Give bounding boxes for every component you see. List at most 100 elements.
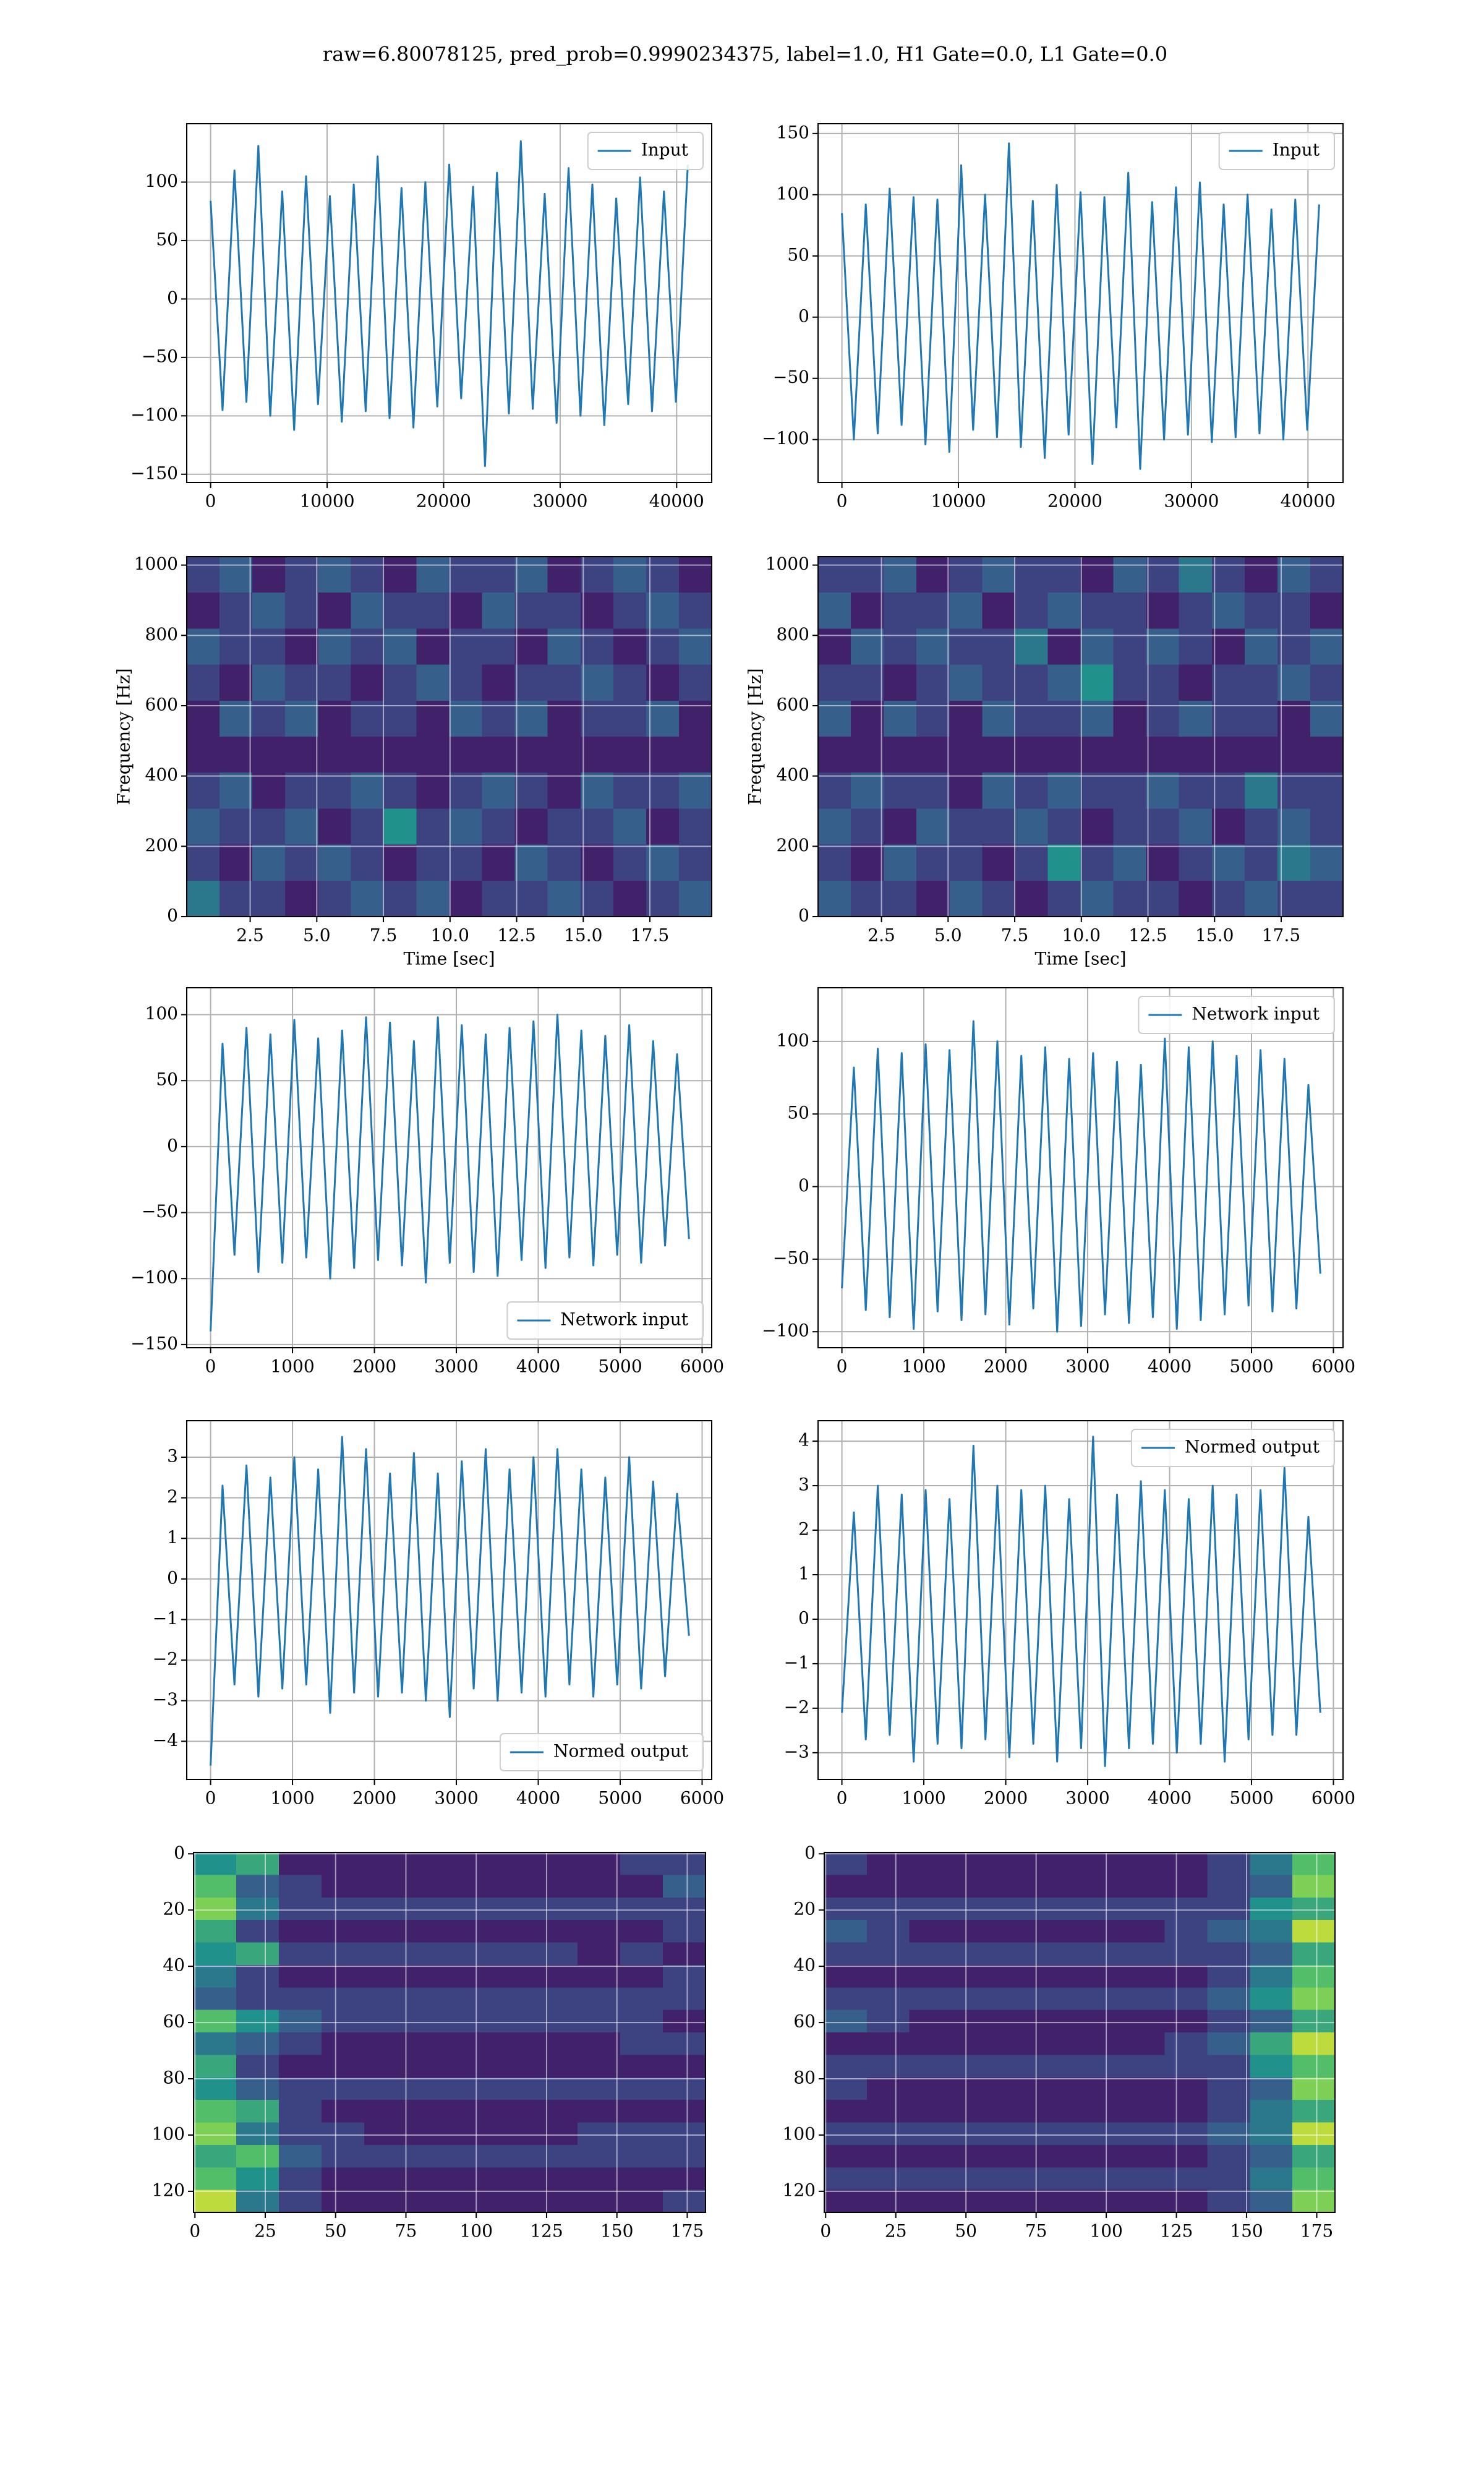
x-tick-label: 3000: [1065, 1356, 1109, 1377]
y-tick-label: −1: [784, 1652, 809, 1672]
heatmap-cell: [450, 2077, 493, 2100]
heatmap-cell: [952, 2032, 995, 2055]
heatmap-cell: [1244, 700, 1278, 737]
heatmap-cell: [909, 1852, 953, 1875]
heatmap-cell: [187, 700, 220, 737]
heatmap-cell: [236, 2055, 279, 2078]
heatmap-cell: [383, 593, 417, 629]
y-axis-label: Frequency [Hz]: [745, 668, 765, 805]
heatmap-cell: [364, 1897, 407, 1920]
heatmap-cell: [646, 880, 680, 917]
heatmap-cell: [1122, 1964, 1166, 1988]
heatmap-cell: [416, 773, 450, 809]
heatmap-cell: [952, 2167, 995, 2191]
x-tick-label: 0: [837, 1356, 848, 1377]
heatmap-cell: [1080, 2010, 1123, 2033]
x-tick-label: 75: [395, 2221, 417, 2241]
heatmap-cell: [1179, 844, 1213, 881]
heatmap-cell: [1080, 2077, 1123, 2100]
heatmap-cell: [450, 1942, 493, 1966]
heatmap-cell: [416, 628, 450, 666]
heatmap-cell: [1292, 1964, 1336, 1988]
heatmap-cell: [613, 593, 647, 629]
heatmap-cell: [1122, 1875, 1166, 1898]
heatmap-cell: [1310, 808, 1344, 845]
heatmap-cell: [1292, 2032, 1336, 2055]
heatmap-cell: [364, 2167, 407, 2191]
heatmap-cell: [1244, 664, 1278, 701]
x-tick-label: 20000: [416, 491, 471, 511]
x-tick-label: 2.5: [236, 925, 264, 946]
heatmap-cell: [1179, 664, 1213, 701]
x-tick-label: 15.0: [564, 925, 602, 946]
heatmap-cell: [407, 1987, 450, 2011]
heatmap-cell: [866, 1920, 910, 1943]
heatmap-cell: [492, 2100, 535, 2123]
heatmap-cell: [279, 2055, 322, 2078]
heatmap-cell: [1207, 2077, 1250, 2100]
heatmap-cell: [1310, 773, 1344, 809]
heatmap-cell: [450, 2189, 493, 2213]
legend-box: [1138, 996, 1335, 1034]
heatmap-cell: [952, 1942, 995, 1966]
heatmap-cell: [1113, 593, 1147, 629]
heatmap-cell: [285, 700, 318, 737]
heatmap-cell: [1037, 1987, 1080, 2011]
heatmap-cell: [236, 1964, 279, 1988]
x-tick-label: 75: [1025, 2221, 1047, 2241]
x-axis-label: Time [sec]: [1034, 949, 1126, 969]
heatmap-cell: [578, 2055, 621, 2078]
axes-frame: [817, 556, 1344, 917]
heatmap-cell: [383, 628, 417, 666]
subplot: 0 10000 20000 30000 40000 −150 −100 −50 0 50 100 In…: [130, 123, 712, 511]
heatmap-cell: [663, 2055, 706, 2078]
heatmap-cell: [952, 2077, 995, 2100]
heatmap-cell: [547, 737, 581, 773]
heatmap-cell: [818, 700, 851, 737]
heatmap-cell: [236, 2032, 279, 2055]
heatmap-cell: [322, 1987, 365, 2011]
heatmap-cell: [916, 773, 950, 809]
y-tick-label: 100: [777, 183, 809, 203]
heatmap-cell: [1292, 1987, 1336, 2011]
y-tick-label: −50: [142, 1201, 178, 1222]
heatmap-cell: [1207, 1964, 1250, 1988]
heatmap-cell: [450, 2144, 493, 2168]
heatmap-cell: [620, 2010, 663, 2033]
heatmap-cell: [351, 808, 384, 845]
x-tick-label: 175: [671, 2221, 704, 2241]
heatmap-cell: [364, 1875, 407, 1898]
heatmap-cell: [1292, 1942, 1336, 1966]
heatmap-cell: [952, 1875, 995, 1898]
y-axis-label: Frequency [Hz]: [114, 668, 134, 805]
heatmap-cell: [220, 593, 253, 629]
y-tick-label: 200: [145, 835, 178, 855]
heatmap-cell: [1146, 593, 1180, 629]
heatmap-cell: [952, 2144, 995, 2168]
heatmap-cell: [194, 1942, 237, 1966]
heatmap-cell: [1015, 557, 1049, 593]
x-tick-label: 125: [1160, 2221, 1193, 2241]
x-tick-label: 20000: [1047, 491, 1102, 511]
heatmap-cell: [318, 700, 351, 737]
heatmap-cell: [952, 2189, 995, 2213]
x-tick-label: 2000: [352, 1356, 396, 1377]
heatmap-cell: [949, 880, 983, 917]
heatmap-cell: [909, 2100, 953, 2123]
heatmap-cell: [285, 880, 318, 917]
heatmap-cell: [407, 2189, 450, 2213]
heatmap-cell: [663, 2077, 706, 2100]
heatmap-cell: [851, 880, 884, 917]
heatmap-cell: [952, 1897, 995, 1920]
heatmap-cell: [449, 593, 483, 629]
heatmap-cell: [279, 2167, 322, 2191]
legend-label: Input: [1273, 140, 1320, 160]
heatmap-cell: [663, 1897, 706, 1920]
heatmap-cell: [1146, 700, 1180, 737]
heatmap-cell: [285, 773, 318, 809]
heatmap-cell: [547, 844, 581, 881]
heatmap-cell: [194, 2055, 237, 2078]
heatmap-cell: [194, 2100, 237, 2123]
heatmap-cell: [407, 2077, 450, 2100]
heatmap-cell: [220, 773, 253, 809]
